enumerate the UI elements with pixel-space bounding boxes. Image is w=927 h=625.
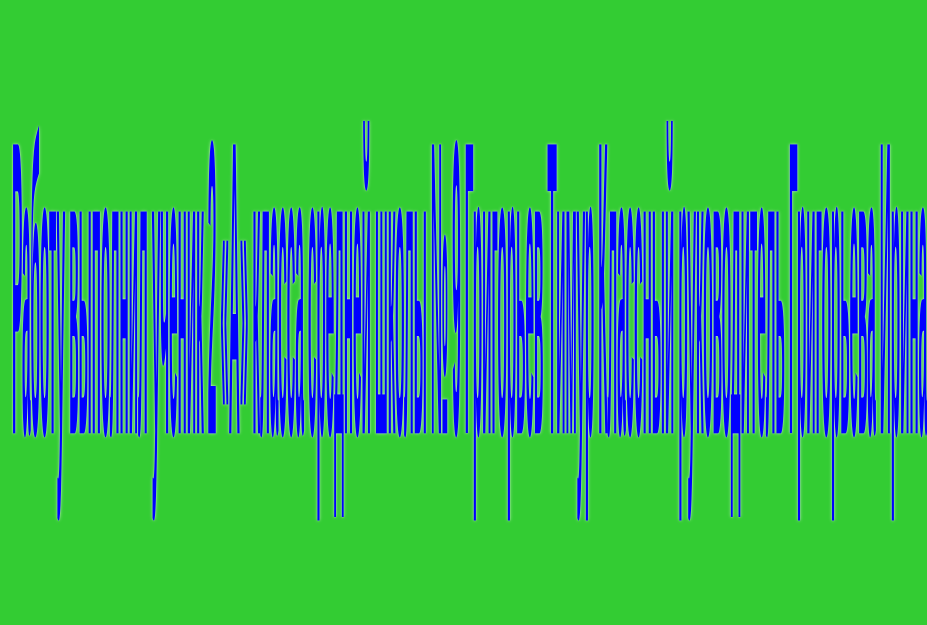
title-text: Работу выполнил ученик 2 «А» класса сред… xyxy=(12,52,927,524)
